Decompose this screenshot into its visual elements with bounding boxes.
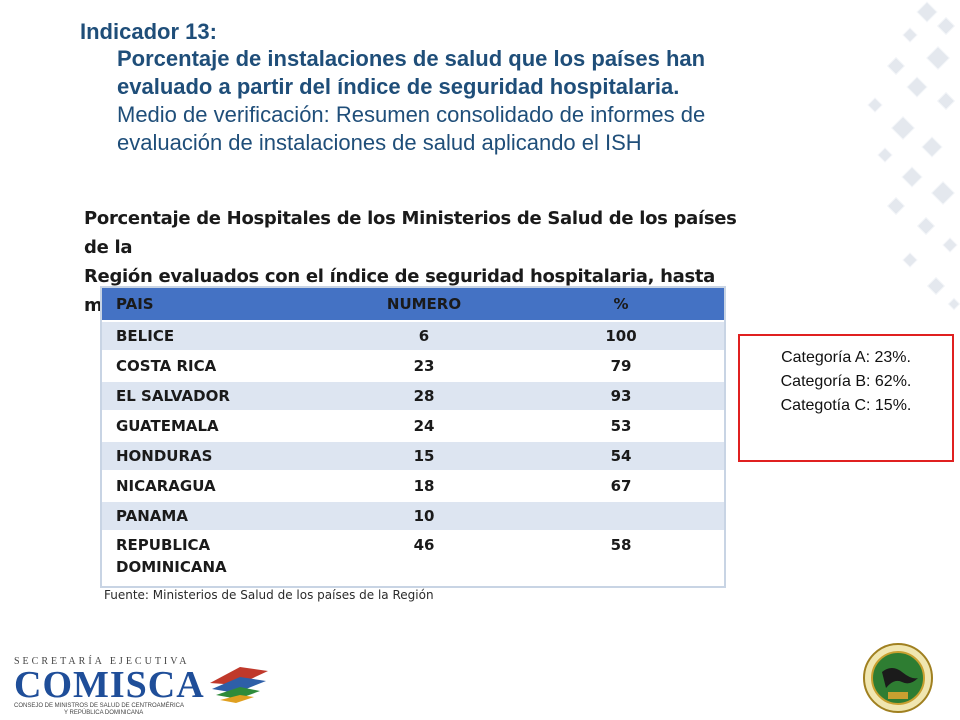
header-numero: NUMERO (330, 288, 518, 321)
cell-numero: 28 (330, 380, 518, 411)
cell-pct: 53 (518, 410, 724, 441)
cell-pais: NICARAGUA (102, 470, 330, 501)
decorative-squares (867, 1, 960, 311)
comisca-logo: SECRETARÍA EJECUTIVA COMISCA CONSEJO DE … (14, 656, 274, 716)
logo-name: COMISCA (14, 664, 205, 706)
table-caption-line1: Porcentaje de Hospitales de los Minister… (84, 208, 737, 258)
table-row: BELICE 6 100 (102, 320, 724, 351)
cell-pais: EL SALVADOR (102, 380, 330, 411)
table-row: NICARAGUA 18 67 (102, 470, 724, 501)
cell-pct: 54 (518, 440, 724, 471)
table-caption: Porcentaje de Hospitales de los Minister… (84, 204, 764, 320)
logo-swoosh-icon (210, 667, 268, 703)
cell-pais: BELICE (102, 320, 330, 351)
category-b: Categoría B: 62%. (780, 373, 912, 390)
category-a: Categoría A: 23%. (781, 349, 911, 366)
cell-pais: GUATEMALA (102, 410, 330, 441)
header-pais: PAIS (102, 288, 330, 321)
hospital-table: PAIS NUMERO % BELICE 6 100 COSTA RICA 23… (100, 286, 726, 588)
cell-pais: PANAMA (102, 500, 330, 531)
table-row: PANAMA 10 (102, 500, 724, 531)
cell-pct: 67 (518, 470, 724, 501)
cell-pct (518, 500, 724, 531)
cell-numero: 15 (330, 440, 518, 471)
header-pct: % (518, 288, 724, 321)
category-c: Categotía C: 15%. (780, 397, 912, 414)
logo-sub2: Y REPÚBLICA DOMINICANA (64, 710, 144, 716)
cell-numero: 24 (330, 410, 518, 441)
cell-pct: 58 (518, 530, 724, 586)
logo-top-text: SECRETARÍA EJECUTIVA (14, 656, 190, 667)
table-row: EL SALVADOR 28 93 (102, 380, 724, 411)
indicator-title: Indicador 13: (80, 19, 217, 44)
indicator-description-line2: evaluado a partir del índice de segurida… (117, 74, 680, 99)
cell-numero: 23 (330, 350, 518, 381)
cell-numero: 18 (330, 470, 518, 501)
category-box: Categoría A: 23%. Categoría B: 62%. Cate… (738, 334, 954, 462)
cell-numero: 46 (330, 530, 518, 586)
table-row: COSTA RICA 23 79 (102, 350, 724, 381)
verification-line1: Medio de verificación: Resumen consolida… (117, 102, 706, 127)
table-row: HONDURAS 15 54 (102, 440, 724, 471)
slide-heading: Indicador 13: Porcentaje de instalacione… (80, 18, 840, 157)
table-row: GUATEMALA 24 53 (102, 410, 724, 441)
cell-numero: 10 (330, 500, 518, 531)
cell-pais: HONDURAS (102, 440, 330, 471)
verification-line2: evaluación de instalaciones de salud apl… (117, 130, 642, 155)
indicator-description-line1: Porcentaje de instalaciones de salud que… (117, 46, 706, 71)
sica-seal-icon (863, 643, 933, 713)
logo-sub1: CONSEJO DE MINISTROS DE SALUD DE CENTROA… (14, 703, 185, 709)
table-source: Fuente: Ministerios de Salud de los país… (104, 588, 434, 602)
cell-pct: 93 (518, 380, 724, 411)
cell-pais: REPUBLICA DOMINICANA (102, 530, 330, 586)
cell-pais: COSTA RICA (102, 350, 330, 381)
cell-pct: 100 (518, 320, 724, 351)
table-row: REPUBLICA DOMINICANA 46 58 (102, 530, 724, 586)
cell-pct: 79 (518, 350, 724, 381)
cell-numero: 6 (330, 320, 518, 351)
